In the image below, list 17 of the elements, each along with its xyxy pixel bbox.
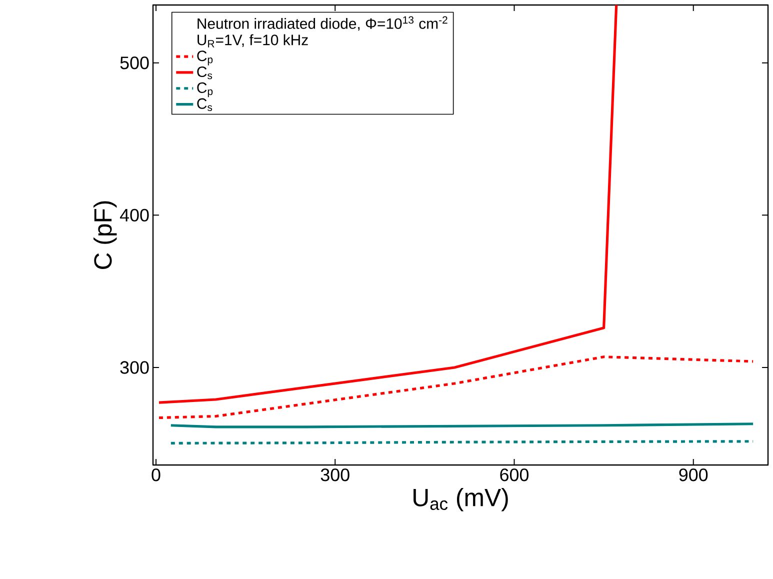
- y-axis-title: C (pF): [93, 201, 117, 269]
- legend-label: C$_{p}$: [197, 82, 213, 98]
- x-tick-label: 300: [320, 468, 350, 482]
- legend-label: C$_{s}$: [197, 66, 212, 80]
- x-tick-label: 0: [152, 468, 160, 482]
- legend-label: C$_{p}$: [197, 50, 213, 66]
- line-series: [158, 356, 754, 420]
- y-tick-label: 400: [120, 208, 149, 222]
- line-series: [158, 4, 618, 404]
- y-tick-label: 300: [120, 361, 149, 374]
- y-tick-label: 500: [120, 56, 149, 70]
- x-tick-label: 600: [500, 468, 529, 482]
- legend-label: C$_{s}$: [197, 98, 212, 112]
- x-axis-title: U$_{ac}$ (mV): [414, 488, 508, 512]
- annotation: U$_{R}$=1V, f=10 kHz: [198, 34, 308, 48]
- legend-title: Neutron irradiated diode, Φ=10$^{13}$ cm$^{-2}$: [198, 16, 448, 31]
- x-tick-label: 900: [679, 468, 708, 482]
